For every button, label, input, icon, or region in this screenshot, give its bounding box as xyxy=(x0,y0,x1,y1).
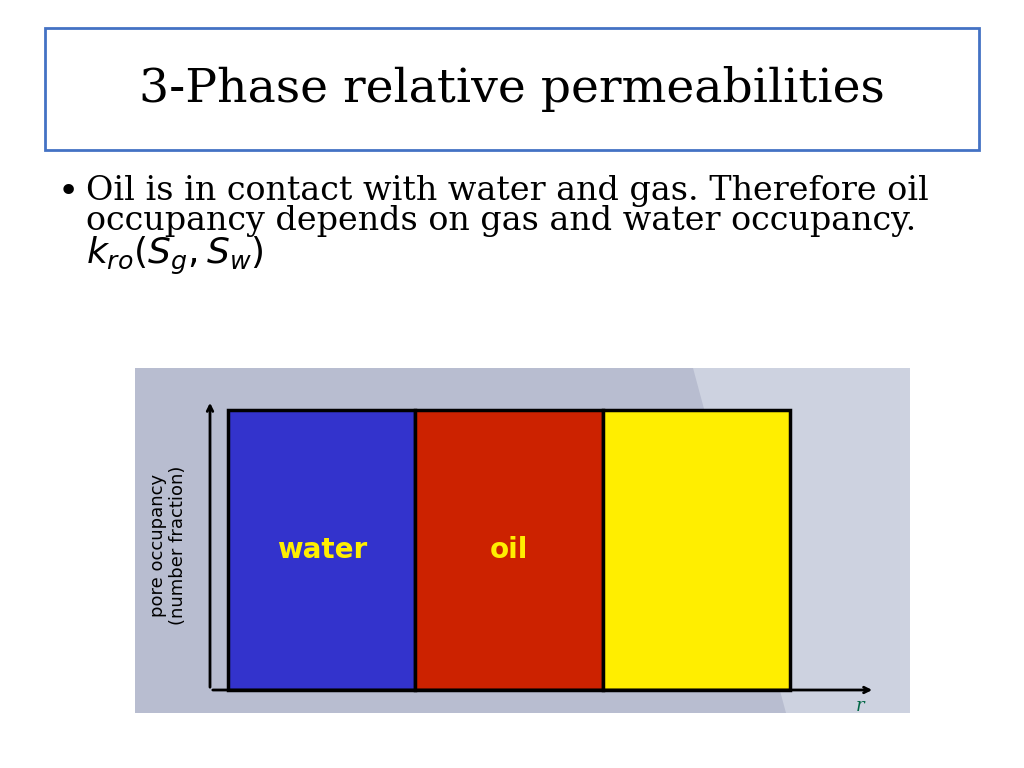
FancyBboxPatch shape xyxy=(45,28,979,150)
Text: •: • xyxy=(58,175,79,209)
FancyBboxPatch shape xyxy=(603,410,790,690)
Text: r: r xyxy=(856,697,864,715)
Text: 3-Phase relative permeabilities: 3-Phase relative permeabilities xyxy=(139,66,885,112)
FancyBboxPatch shape xyxy=(416,410,603,690)
Text: water: water xyxy=(276,536,367,564)
FancyBboxPatch shape xyxy=(228,410,416,690)
Text: Oil is in contact with water and gas. Therefore oil: Oil is in contact with water and gas. Th… xyxy=(86,175,929,207)
Polygon shape xyxy=(693,368,910,713)
Text: occupancy depends on gas and water occupancy.: occupancy depends on gas and water occup… xyxy=(86,205,916,237)
FancyBboxPatch shape xyxy=(135,368,910,713)
Text: $k_{ro}(S_g, S_w)$: $k_{ro}(S_g, S_w)$ xyxy=(86,235,264,277)
Text: oil: oil xyxy=(489,536,528,564)
Text: pore occupancy
(number fraction): pore occupancy (number fraction) xyxy=(148,465,187,624)
Text: gas: gas xyxy=(669,536,724,564)
